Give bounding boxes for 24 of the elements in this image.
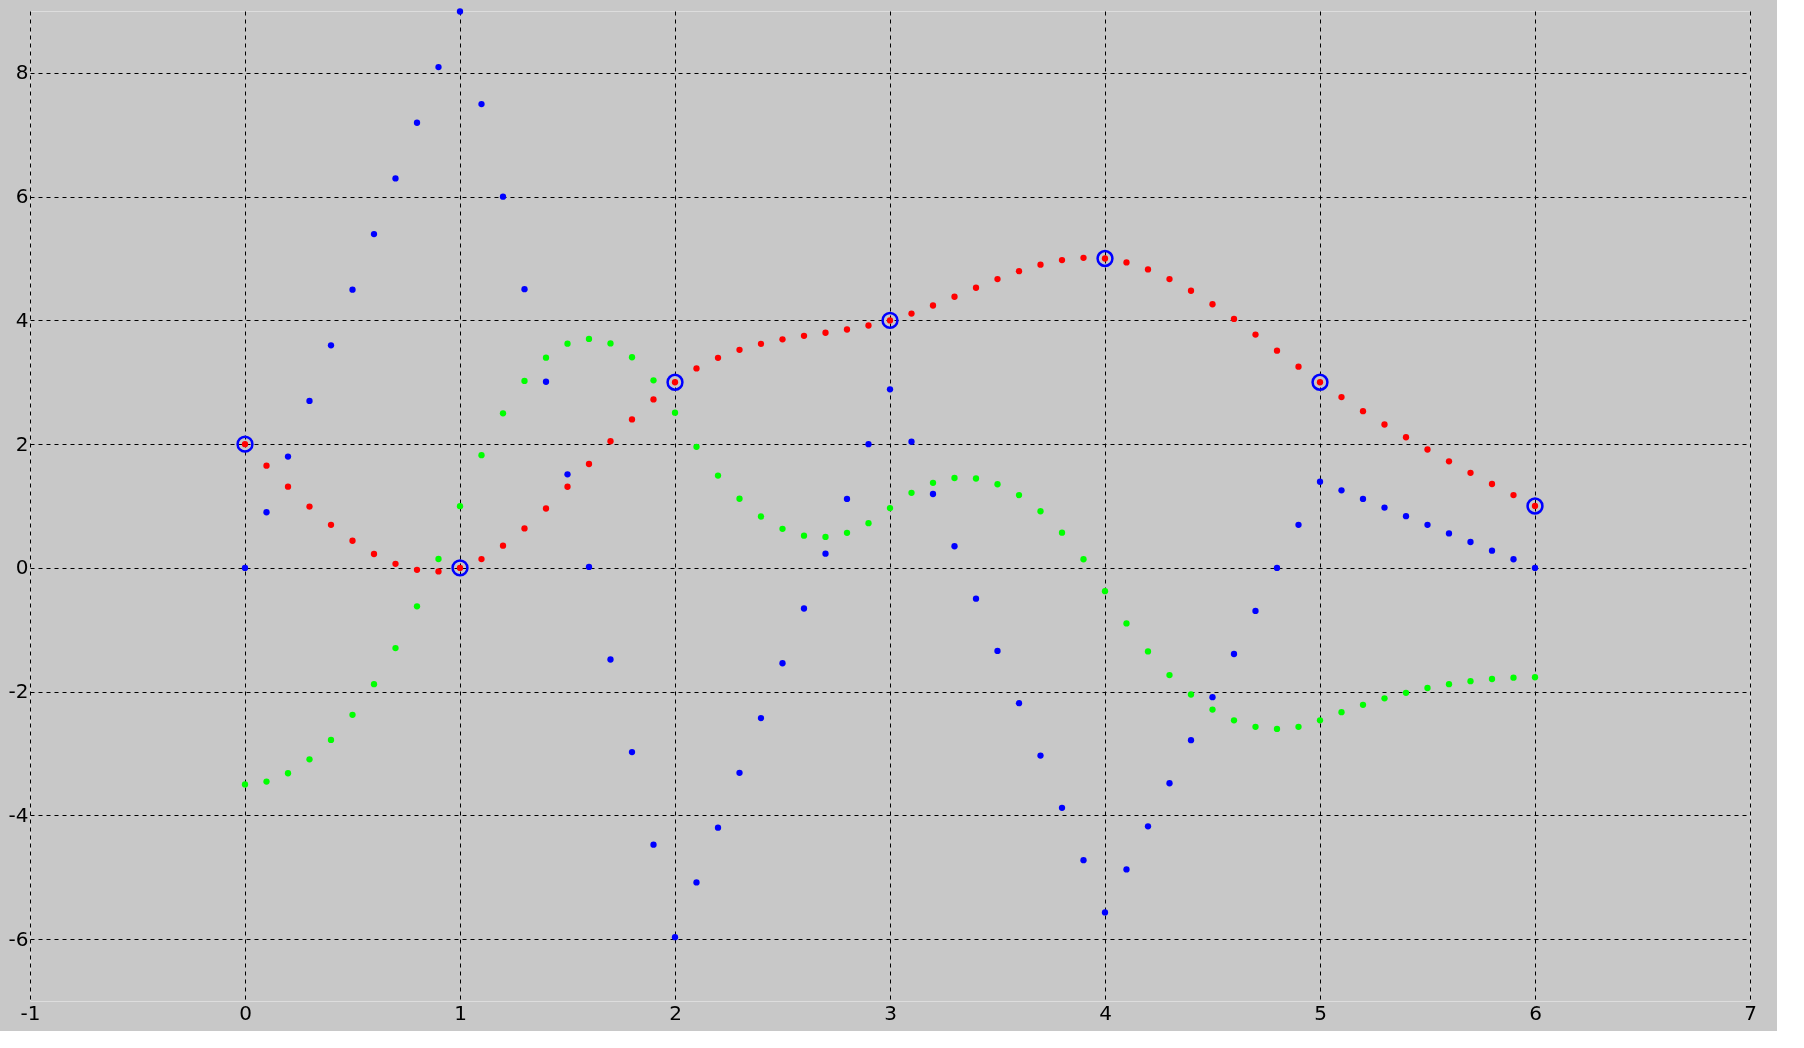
x-tick-label: 1: [454, 1000, 467, 1025]
point: [1311, 373, 1329, 391]
y-tick-label: -2: [8, 679, 29, 704]
point: [1096, 249, 1114, 268]
x-tick-label: 7: [1744, 1000, 1757, 1025]
x-tick-label: 4: [1099, 1000, 1112, 1025]
x-tick-label: 3: [884, 1000, 897, 1025]
point: [666, 373, 684, 391]
x-tick-label: 0: [239, 1000, 252, 1025]
point: [451, 559, 469, 577]
x-tick-label: 2: [669, 1000, 682, 1025]
point: [1526, 497, 1544, 515]
y-tick-label: 2: [15, 431, 29, 456]
x-tick-label: -1: [20, 1000, 41, 1025]
y-tick-label: 4: [15, 307, 29, 332]
x-tick-label: 5: [1314, 1000, 1327, 1025]
y-tick-label: 6: [15, 184, 29, 209]
y-tick-label: -6: [8, 926, 29, 951]
point: [881, 311, 899, 330]
y-tick-label: -4: [8, 802, 29, 827]
y-tick-label: 8: [15, 60, 29, 85]
x-tick-label: 6: [1529, 1000, 1542, 1025]
y-tick-label: 0: [15, 555, 29, 580]
point: [236, 435, 254, 453]
